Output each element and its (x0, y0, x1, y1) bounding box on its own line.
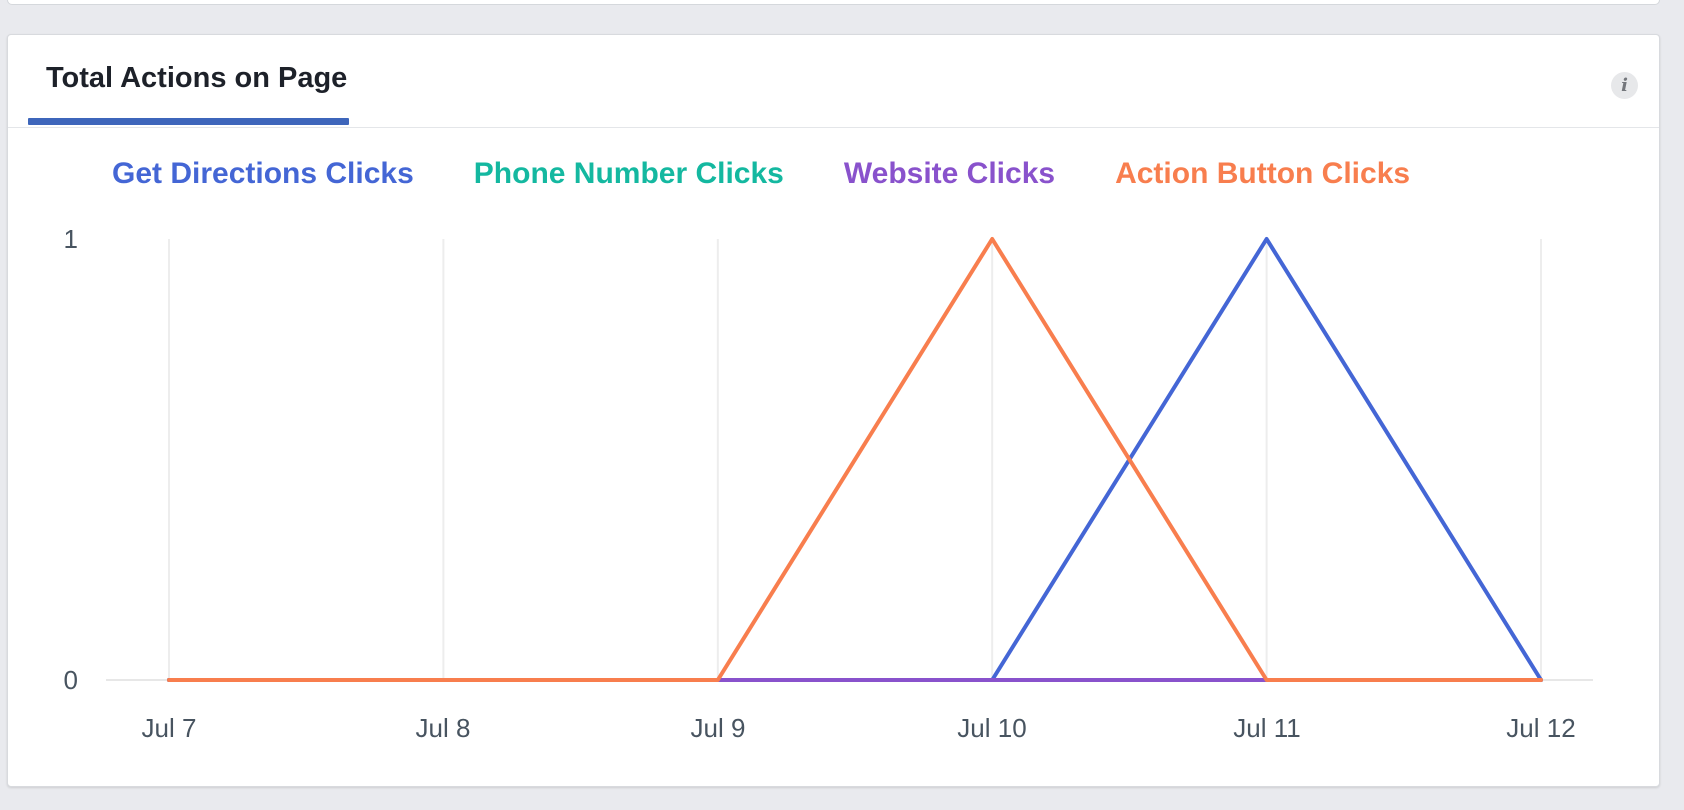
legend-item-phone-number-clicks[interactable]: Phone Number Clicks (473, 157, 784, 190)
line-action-button-clicks (167, 237, 1543, 682)
tab-total-actions-on-page[interactable]: Total Actions on Page (46, 62, 348, 94)
previous-card-bottom-edge (7, 0, 1660, 5)
x-axis-tick-jul-8: Jul 8 (415, 713, 471, 743)
x-axis-tick-jul-11: Jul 11 (1233, 713, 1301, 743)
legend-item-website-clicks[interactable]: Website Clicks (843, 157, 1056, 190)
chart-legend: Get Directions Clicks Phone Number Click… (112, 156, 1410, 192)
legend-item-action-button-clicks[interactable]: Action Button Clicks (1115, 157, 1411, 190)
chart-svg (106, 237, 1593, 682)
legend-item-get-directions-clicks[interactable]: Get Directions Clicks (112, 157, 414, 190)
y-axis-tick-0: 0 (63, 665, 78, 695)
x-axis-tick-jul-12: Jul 12 (1506, 713, 1576, 743)
total-actions-card: Total Actions on Page i Get Directions C… (7, 34, 1660, 787)
x-axis-tick-jul-9: Jul 9 (690, 713, 746, 743)
x-axis-tick-jul-10: Jul 10 (957, 713, 1027, 743)
info-button[interactable]: i (1611, 72, 1638, 99)
x-axis-tick-jul-7: Jul 7 (141, 713, 197, 743)
info-icon: i (1621, 74, 1628, 96)
y-axis-tick-1: 1 (63, 224, 78, 254)
active-tab-underline (28, 118, 349, 125)
header-divider (8, 127, 1659, 128)
